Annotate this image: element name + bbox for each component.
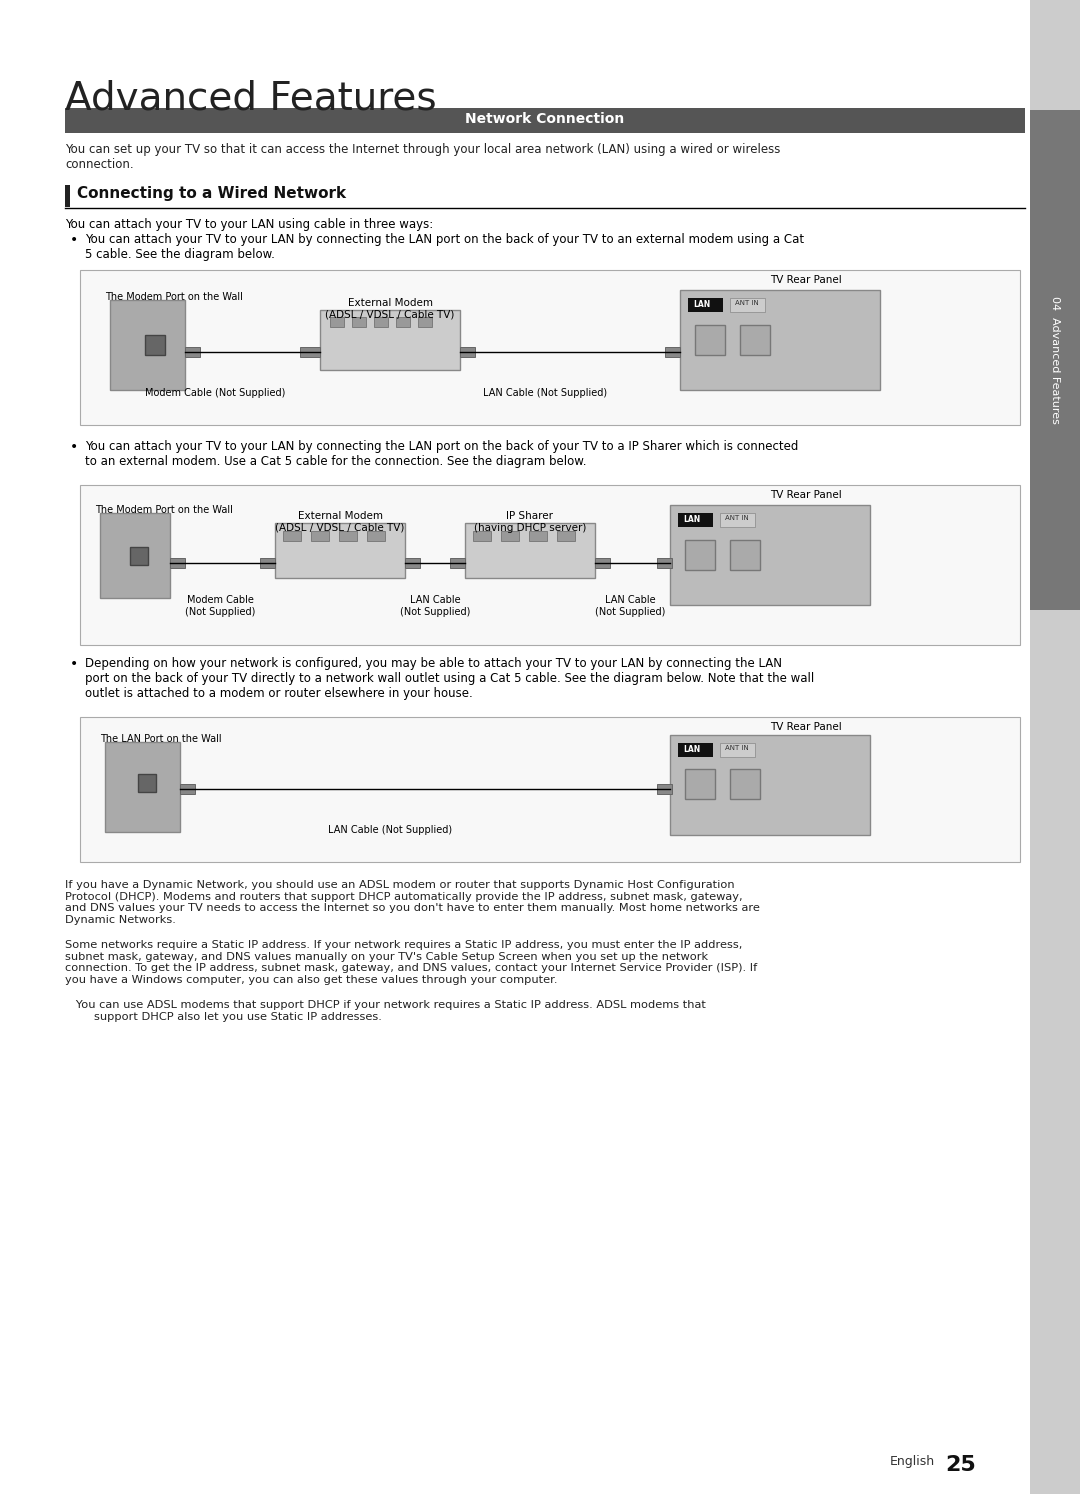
Bar (678, 743, 713, 757)
Bar (100, 512, 170, 598)
Text: LAN Cable: LAN Cable (605, 595, 656, 605)
Bar (465, 523, 595, 578)
Bar (685, 769, 715, 799)
Bar (678, 512, 713, 527)
Bar (730, 539, 760, 571)
Bar (311, 530, 329, 541)
Bar (450, 557, 465, 568)
Text: External Modem
(ADSL / VDSL / Cable TV): External Modem (ADSL / VDSL / Cable TV) (275, 511, 405, 532)
Bar (740, 326, 770, 356)
Text: Advanced Features: Advanced Features (65, 81, 436, 118)
Text: Connecting to a Wired Network: Connecting to a Wired Network (77, 185, 346, 202)
Bar (665, 347, 680, 357)
Text: You can use ADSL modems that support DHCP if your network requires a Static IP a: You can use ADSL modems that support DHC… (65, 999, 706, 1022)
Text: TV Rear Panel: TV Rear Panel (770, 490, 841, 500)
Text: You can attach your TV to your LAN by connecting the LAN port on the back of you: You can attach your TV to your LAN by co… (85, 441, 798, 468)
Text: 25: 25 (945, 1455, 975, 1475)
Bar (418, 317, 432, 327)
Text: Depending on how your network is configured, you may be able to attach your TV t: Depending on how your network is configu… (85, 657, 814, 701)
Bar (138, 774, 156, 792)
Text: (Not Supplied): (Not Supplied) (400, 607, 470, 617)
Bar (680, 290, 880, 390)
Bar (80, 717, 1020, 862)
Text: You can attach your TV to your LAN by connecting the LAN port on the back of you: You can attach your TV to your LAN by co… (85, 233, 805, 261)
Text: English: English (890, 1455, 935, 1469)
Text: You can set up your TV so that it can access the Internet through your local are: You can set up your TV so that it can ac… (65, 143, 781, 170)
Bar (657, 784, 672, 793)
Bar (330, 317, 345, 327)
Bar (275, 523, 405, 578)
Text: TV Rear Panel: TV Rear Panel (770, 722, 841, 732)
Text: You can attach your TV to your LAN using cable in three ways:: You can attach your TV to your LAN using… (65, 218, 433, 232)
Bar (460, 347, 475, 357)
Bar (1030, 111, 1080, 610)
Text: Modem Cable: Modem Cable (187, 595, 254, 605)
Bar (180, 784, 195, 793)
Text: (Not Supplied): (Not Supplied) (185, 607, 255, 617)
Text: The LAN Port on the Wall: The LAN Port on the Wall (100, 734, 221, 744)
Bar (685, 539, 715, 571)
Text: LAN: LAN (683, 515, 700, 524)
Bar (339, 530, 357, 541)
Bar (670, 735, 870, 835)
Text: The Modem Port on the Wall: The Modem Port on the Wall (105, 291, 243, 302)
Bar (300, 347, 320, 357)
Bar (80, 270, 1020, 424)
Text: TV Rear Panel: TV Rear Panel (770, 275, 841, 285)
Text: LAN Cable (Not Supplied): LAN Cable (Not Supplied) (483, 388, 607, 397)
Bar (145, 335, 165, 356)
Bar (367, 530, 384, 541)
Bar (260, 557, 275, 568)
Bar (170, 557, 185, 568)
Text: ANT IN: ANT IN (735, 300, 759, 306)
Bar (473, 530, 491, 541)
Text: LAN Cable: LAN Cable (409, 595, 460, 605)
Bar (1030, 0, 1080, 1494)
Bar (110, 300, 185, 390)
Bar (320, 309, 460, 371)
Bar (405, 557, 420, 568)
Bar (105, 743, 180, 832)
Text: LAN: LAN (693, 300, 711, 309)
Bar (696, 326, 725, 356)
Text: ANT IN: ANT IN (725, 746, 748, 751)
Bar (65, 185, 70, 208)
Bar (670, 505, 870, 605)
Bar (65, 108, 1025, 133)
Text: 04  Advanced Features: 04 Advanced Features (1050, 296, 1059, 424)
Bar (501, 530, 519, 541)
Text: If you have a Dynamic Network, you should use an ADSL modem or router that suppo: If you have a Dynamic Network, you shoul… (65, 880, 760, 925)
Bar (352, 317, 366, 327)
Bar (595, 557, 610, 568)
Text: LAN: LAN (683, 746, 700, 754)
Text: •: • (70, 441, 78, 454)
Text: ANT IN: ANT IN (725, 515, 748, 521)
Text: •: • (70, 233, 78, 247)
Text: Modem Cable (Not Supplied): Modem Cable (Not Supplied) (145, 388, 285, 397)
Bar (80, 486, 1020, 645)
Text: IP Sharer
(having DHCP server): IP Sharer (having DHCP server) (474, 511, 586, 532)
Bar (185, 347, 200, 357)
Bar (688, 297, 723, 312)
Text: The Modem Port on the Wall: The Modem Port on the Wall (95, 505, 233, 515)
Text: (Not Supplied): (Not Supplied) (595, 607, 665, 617)
Bar (557, 530, 575, 541)
Bar (283, 530, 301, 541)
Text: LAN Cable (Not Supplied): LAN Cable (Not Supplied) (328, 825, 453, 835)
Bar (720, 743, 755, 757)
Text: •: • (70, 657, 78, 671)
Bar (657, 557, 672, 568)
Bar (130, 547, 148, 565)
Bar (730, 297, 765, 312)
Bar (529, 530, 546, 541)
Bar (396, 317, 410, 327)
Text: External Modem
(ADSL / VDSL / Cable TV): External Modem (ADSL / VDSL / Cable TV) (325, 297, 455, 320)
Bar (730, 769, 760, 799)
Text: Network Connection: Network Connection (465, 112, 624, 125)
Bar (374, 317, 388, 327)
Bar (720, 512, 755, 527)
Text: Some networks require a Static IP address. If your network requires a Static IP : Some networks require a Static IP addres… (65, 940, 757, 985)
